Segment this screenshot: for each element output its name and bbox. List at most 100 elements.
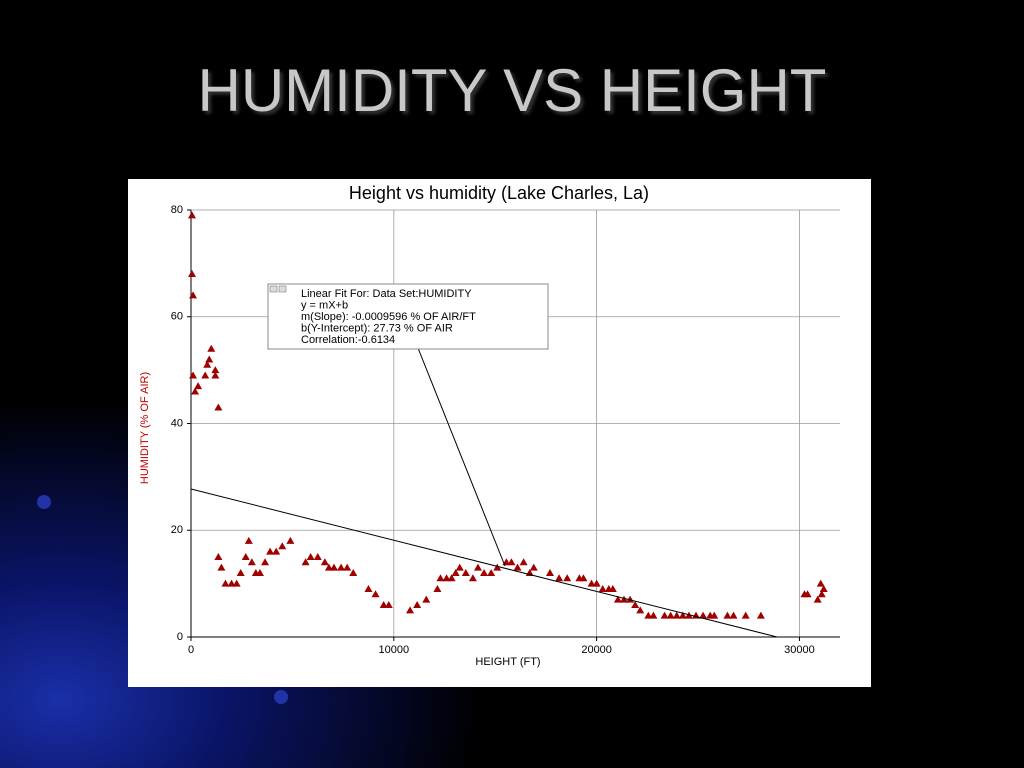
data-point bbox=[817, 590, 826, 598]
data-point bbox=[247, 558, 256, 566]
data-point bbox=[816, 579, 825, 587]
x-tick-label: 20000 bbox=[581, 644, 612, 656]
data-point bbox=[266, 547, 275, 555]
data-point bbox=[723, 611, 732, 619]
data-point bbox=[320, 558, 329, 566]
data-point bbox=[384, 600, 393, 608]
data-point bbox=[255, 568, 264, 576]
data-point bbox=[555, 574, 564, 582]
annotation-line: y = mX+b bbox=[301, 299, 348, 311]
data-point bbox=[278, 542, 287, 550]
data-point bbox=[191, 387, 200, 395]
data-point bbox=[324, 563, 333, 571]
data-point bbox=[188, 211, 197, 219]
data-point bbox=[329, 563, 338, 571]
decoration bbox=[274, 690, 288, 704]
data-point bbox=[371, 590, 380, 598]
data-point bbox=[507, 558, 516, 566]
data-point bbox=[413, 600, 422, 608]
y-tick-label: 80 bbox=[171, 204, 183, 216]
y-tick-label: 40 bbox=[171, 417, 183, 429]
x-tick-label: 0 bbox=[188, 644, 194, 656]
data-point bbox=[337, 563, 346, 571]
y-axis-label: HUMIDITY (% OF AIR) bbox=[139, 372, 151, 484]
data-point bbox=[203, 360, 212, 368]
data-point bbox=[813, 595, 822, 603]
data-point bbox=[613, 595, 622, 603]
data-point bbox=[205, 355, 214, 363]
data-point bbox=[710, 611, 719, 619]
annotation-line: m(Slope): -0.0009596 % OF AIR/FT bbox=[301, 311, 476, 323]
fit-line bbox=[190, 488, 778, 638]
data-point bbox=[217, 563, 226, 571]
data-point bbox=[433, 584, 442, 592]
data-point bbox=[451, 568, 460, 576]
data-point bbox=[442, 574, 451, 582]
data-point bbox=[211, 371, 220, 379]
data-point bbox=[189, 371, 198, 379]
data-point bbox=[244, 536, 253, 544]
data-point bbox=[286, 536, 295, 544]
data-point bbox=[487, 568, 496, 576]
minimize-icon[interactable] bbox=[278, 285, 287, 293]
data-point bbox=[379, 600, 388, 608]
y-tick-label: 20 bbox=[171, 524, 183, 536]
data-point bbox=[194, 382, 203, 390]
data-point bbox=[666, 611, 675, 619]
annotation-box bbox=[267, 283, 549, 350]
callout-leader bbox=[415, 342, 506, 567]
data-point bbox=[592, 579, 601, 587]
decoration bbox=[37, 495, 51, 509]
data-point bbox=[214, 403, 223, 411]
data-point bbox=[236, 568, 245, 576]
data-point bbox=[545, 568, 554, 576]
x-tick-label: 30000 bbox=[784, 644, 815, 656]
data-point bbox=[513, 563, 522, 571]
data-point bbox=[406, 606, 415, 614]
data-point bbox=[636, 606, 645, 614]
data-point bbox=[699, 611, 708, 619]
data-point bbox=[364, 584, 373, 592]
data-point bbox=[598, 584, 607, 592]
data-point bbox=[306, 552, 315, 560]
data-point bbox=[660, 611, 669, 619]
data-point bbox=[232, 579, 241, 587]
data-point bbox=[436, 574, 445, 582]
data-point bbox=[480, 568, 489, 576]
data-point bbox=[473, 563, 482, 571]
data-point bbox=[207, 344, 216, 352]
data-point bbox=[678, 611, 687, 619]
data-point bbox=[729, 611, 738, 619]
annotation-line: Correlation:-0.6134 bbox=[301, 334, 395, 346]
data-point bbox=[493, 563, 502, 571]
data-point bbox=[579, 574, 588, 582]
data-point bbox=[261, 558, 270, 566]
data-point bbox=[461, 568, 470, 576]
chart-title: Height vs humidity (Lake Charles, La) bbox=[349, 183, 649, 203]
data-point bbox=[587, 579, 596, 587]
data-point bbox=[519, 558, 528, 566]
chart-panel bbox=[128, 179, 871, 687]
data-point bbox=[343, 563, 352, 571]
data-point bbox=[422, 595, 431, 603]
data-point bbox=[241, 552, 250, 560]
data-point bbox=[447, 574, 456, 582]
close-icon[interactable] bbox=[269, 285, 278, 293]
data-point bbox=[529, 563, 538, 571]
data-point bbox=[631, 600, 640, 608]
data-point bbox=[214, 552, 223, 560]
data-point bbox=[819, 584, 828, 592]
annotation-line: b(Y-Intercept): 27.73 % OF AIR bbox=[301, 322, 453, 334]
data-point bbox=[608, 584, 617, 592]
data-point bbox=[188, 270, 197, 278]
data-point bbox=[349, 568, 358, 576]
data-point bbox=[620, 595, 629, 603]
data-point bbox=[455, 563, 464, 571]
data-point bbox=[201, 371, 210, 379]
data-point bbox=[644, 611, 653, 619]
data-point bbox=[563, 574, 572, 582]
data-point bbox=[468, 574, 477, 582]
